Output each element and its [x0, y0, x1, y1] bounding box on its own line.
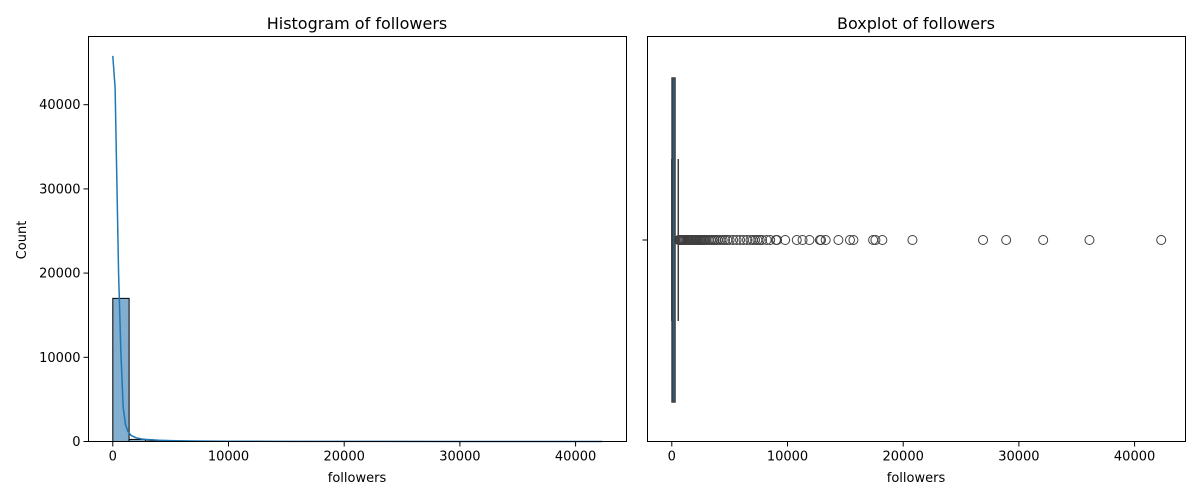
boxplot-outlier: [728, 235, 739, 245]
histogram-axes-frame: [88, 36, 627, 442]
boxplot-outlier: [720, 235, 731, 245]
histogram-bars: [112, 297, 603, 443]
boxplot-outlier: [816, 235, 827, 245]
boxplot-outlier: [757, 235, 768, 245]
boxplot-outlier: [750, 235, 761, 245]
boxplot-outlier: [1156, 235, 1167, 245]
boxplot-outlier: [724, 235, 735, 245]
boxplot-outlier: [820, 235, 831, 245]
boxplot-x-axis-label: followers: [887, 471, 946, 486]
histogram-plot-area: [112, 55, 603, 443]
boxplot-outlier: [870, 235, 881, 245]
boxplot-outlier: [754, 235, 765, 245]
boxplot-outlier: [742, 235, 753, 245]
histogram-x-tick-label: 10000: [208, 450, 249, 465]
boxplot-outlier: [1001, 235, 1012, 245]
histogram-y-tick-label: 10000: [39, 351, 80, 366]
boxplot-x-tick-label: 10000: [767, 450, 808, 465]
histogram-x-tick-label: 20000: [324, 450, 365, 465]
boxplot-panel: Boxplot of followers 0 10000 20000 30000 400…: [642, 14, 1186, 486]
boxplot-x-tick-label: 40000: [1114, 450, 1155, 465]
boxplot-x-tick-label: 20000: [883, 450, 924, 465]
boxplot-x-tick-label: 0: [668, 450, 676, 465]
histogram-panel: Histogram of followers 0 10000 20000 30000 4…: [15, 14, 627, 486]
boxplot-outlier: [877, 235, 888, 245]
boxplot-axes-frame: [647, 36, 1186, 442]
boxplot-plot-area: [671, 77, 1167, 403]
boxplot-outlier: [731, 235, 742, 245]
histogram-y-tick-label: 0: [72, 435, 80, 450]
boxplot-outlier: [804, 235, 815, 245]
boxplot-x-tick-label: 30000: [998, 450, 1039, 465]
histogram-x-ticks: 0 10000 20000 30000 40000: [109, 441, 596, 465]
histogram-kde-line: [112, 55, 603, 443]
histogram-y-tick-label: 30000: [39, 182, 80, 197]
boxplot-outlier: [907, 235, 918, 245]
histogram-y-tick-label: 20000: [39, 267, 80, 282]
boxplot-outlier: [791, 235, 802, 245]
histogram-title: Histogram of followers: [267, 14, 448, 33]
boxplot-outlier: [772, 235, 783, 245]
histogram-x-tick-label: 0: [109, 450, 117, 465]
histogram-y-ticks: 0 10000 20000 30000 40000: [39, 98, 89, 450]
boxplot-outlier: [978, 235, 989, 245]
histogram-x-tick-label: 30000: [439, 450, 480, 465]
boxplot-outlier: [833, 235, 844, 245]
boxplot-outlier: [797, 235, 808, 245]
histogram-x-axis-label: followers: [328, 471, 387, 486]
boxplot-outlier: [735, 235, 746, 245]
histogram-x-tick-label: 40000: [555, 450, 596, 465]
boxplot-title: Boxplot of followers: [837, 14, 995, 33]
histogram-y-axis-label: Count: [15, 221, 30, 260]
boxplot-outlier: [780, 235, 791, 245]
boxplot-outlier: [1038, 235, 1049, 245]
boxplot-x-ticks: 0 10000 20000 30000 40000: [668, 441, 1155, 465]
boxplot-outlier: [1084, 235, 1095, 245]
boxplot-outlier: [765, 235, 776, 245]
boxplot-outlier: [848, 235, 859, 245]
boxplot-outlier: [868, 235, 879, 245]
boxplot-outlier: [717, 235, 728, 245]
histogram-y-tick-label: 40000: [39, 98, 80, 113]
boxplot-outlier: [844, 235, 855, 245]
